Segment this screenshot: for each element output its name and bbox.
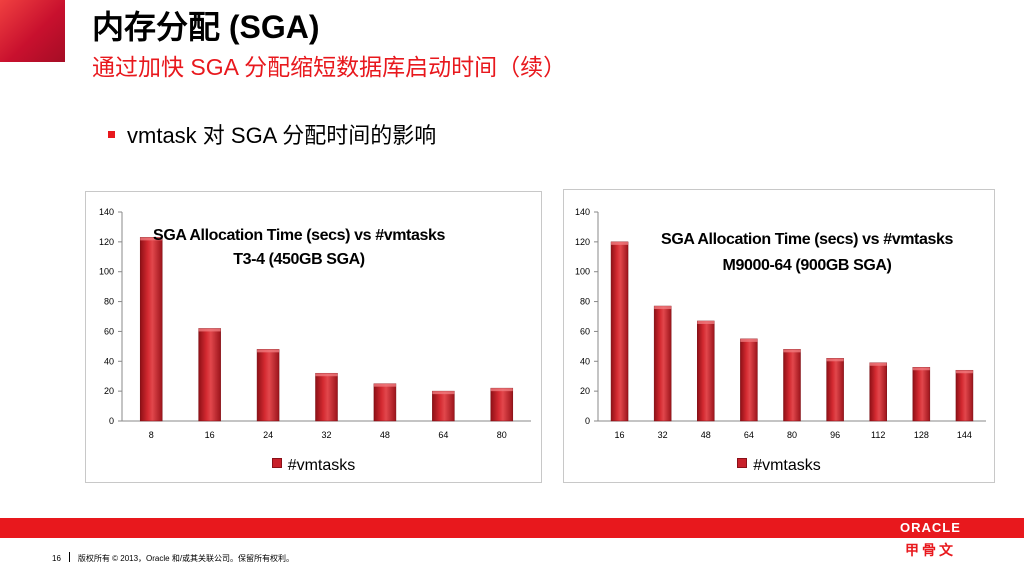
y-tick-label: 20 <box>104 386 114 396</box>
chart-m9000-64: 0 20 40 60 80 100 120 140 16 32 48 64 80 96 112 128 144 S… <box>563 189 995 483</box>
y-tick-label: 140 <box>99 207 114 217</box>
y-tick-label: 20 <box>580 386 590 396</box>
legend-swatch-icon <box>271 458 282 468</box>
bar <box>373 383 397 422</box>
y-tick-label: 80 <box>104 297 114 307</box>
y-tick-label: 40 <box>104 356 114 366</box>
bar-top-highlight <box>869 362 887 366</box>
bar <box>256 349 280 422</box>
bar-top-highlight <box>783 349 801 353</box>
bar-top-highlight <box>912 367 930 371</box>
x-tick-label: 16 <box>615 430 625 440</box>
y-tick-label: 60 <box>580 326 590 336</box>
x-tick-label: 32 <box>321 430 331 440</box>
x-tick-label: 24 <box>263 430 273 440</box>
footer-divider <box>68 552 70 562</box>
bullet-text: vmtask 对 SGA 分配时间的影响 <box>127 123 437 148</box>
bar <box>826 358 844 422</box>
bar-top-highlight <box>257 349 280 353</box>
x-tick-label: 96 <box>830 430 840 440</box>
bar-top-highlight <box>826 358 844 362</box>
bar <box>490 387 514 422</box>
bar-top-highlight <box>140 237 163 241</box>
footer: 16 版权所有 © 2013，Oracle 和/或其关联公司。保留所有权利。 <box>52 552 294 564</box>
y-tick-label: 120 <box>575 237 590 247</box>
y-tick-label: 120 <box>99 237 114 247</box>
x-tick-label: 64 <box>438 430 448 440</box>
x-tick-label: 48 <box>701 430 711 440</box>
page-number: 16 <box>52 554 61 563</box>
oracle-chinese-logo: 甲骨文 <box>905 542 956 558</box>
y-tick-label: 40 <box>580 356 590 366</box>
y-tick-label: 0 <box>585 416 590 426</box>
x-tick-label: 112 <box>871 430 885 440</box>
bar <box>315 372 338 422</box>
bar-top-highlight <box>611 241 629 245</box>
bar-top-highlight <box>432 391 455 395</box>
y-tick-label: 100 <box>99 267 114 277</box>
chart-title: SGA Allocation Time (secs) vs #vmtasks <box>661 231 953 248</box>
bar-top-highlight <box>490 388 513 392</box>
legend-label: #vmtasks <box>287 457 356 474</box>
x-tick-label: 32 <box>658 430 668 440</box>
chart-m9000-64-plot: 0 20 40 60 80 100 120 140 16 32 48 64 80 96 112 128 144 S… <box>575 207 986 440</box>
bar-top-highlight <box>955 370 973 374</box>
bar-top-highlight <box>654 306 672 310</box>
bullet-item: vmtask 对 SGA 分配时间的影响 <box>108 118 436 150</box>
x-tick-label: 144 <box>957 430 972 440</box>
bar-top-highlight <box>315 373 338 377</box>
chart-t3-4-plot: 0 20 40 60 80 100 120 140 8 16 24 32 48 64 80 SGA Alloc… <box>99 207 531 440</box>
chart-subtitle: T3-4 (450GB SGA) <box>233 251 364 268</box>
chart-t3-4-legend: #vmtasks <box>86 457 541 475</box>
bar-top-highlight <box>697 320 715 324</box>
chart-m9000-64-legend: #vmtasks <box>564 457 994 475</box>
bar-top-highlight <box>740 338 758 342</box>
page-subtitle: 通过加快 SGA 分配缩短数据库启动时间（续） <box>92 54 567 80</box>
bar-top-highlight <box>373 383 396 387</box>
oracle-logo: ORACLE <box>900 520 961 535</box>
copyright-text: 版权所有 © 2013，Oracle 和/或其关联公司。保留所有权利。 <box>77 554 295 563</box>
x-tick-label: 80 <box>497 430 507 440</box>
y-tick-label: 100 <box>575 267 590 277</box>
bar <box>198 328 221 422</box>
x-tick-label: 80 <box>787 430 797 440</box>
bar <box>432 390 455 422</box>
corner-accent-block <box>0 0 65 62</box>
y-tick-label: 80 <box>580 297 590 307</box>
bar <box>912 367 931 422</box>
bar <box>955 369 974 422</box>
bar <box>869 362 887 422</box>
y-tick-label: 0 <box>109 416 114 426</box>
bar <box>740 338 758 422</box>
x-tick-label: 128 <box>914 430 929 440</box>
bar <box>139 237 163 422</box>
x-tick-label: 16 <box>205 430 215 440</box>
legend-swatch-icon <box>737 458 748 468</box>
bar <box>697 320 715 422</box>
y-tick-label: 60 <box>104 326 114 336</box>
page-title: 内存分配 (SGA) <box>92 9 320 45</box>
x-tick-label: 8 <box>149 430 154 440</box>
footer-red-bar <box>0 518 1024 538</box>
bar <box>653 305 672 422</box>
bar <box>783 349 801 422</box>
bar <box>610 241 629 422</box>
chart-title: SGA Allocation Time (secs) vs #vmtasks <box>153 227 445 244</box>
chart-subtitle: M9000-64 (900GB SGA) <box>723 257 892 274</box>
chart-t3-4: 0 20 40 60 80 100 120 140 8 16 24 32 48 64 80 SGA Alloc… <box>85 191 542 483</box>
x-tick-label: 64 <box>744 430 754 440</box>
bullet-square-icon <box>108 131 115 138</box>
legend-label: #vmtasks <box>753 457 821 474</box>
bar-top-highlight <box>198 328 221 332</box>
x-tick-label: 48 <box>380 430 390 440</box>
y-tick-label: 140 <box>575 207 590 217</box>
